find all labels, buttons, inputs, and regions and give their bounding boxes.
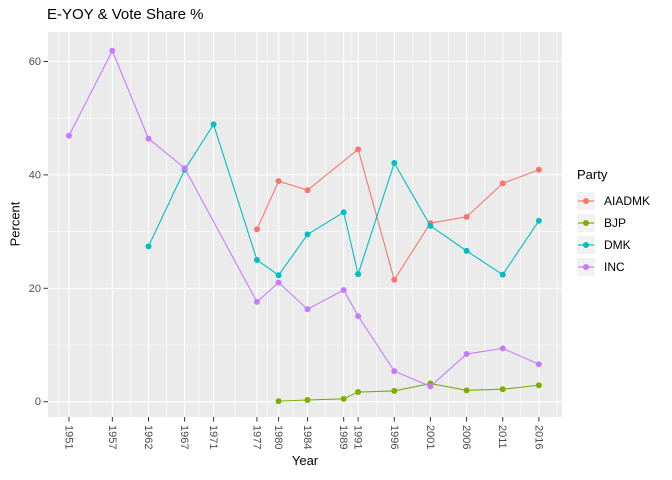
x-tick-label: 1989 (337, 425, 349, 449)
data-point (275, 272, 282, 279)
x-tick-label: 2011 (496, 425, 508, 449)
data-point (499, 386, 506, 393)
data-point (304, 231, 311, 238)
gridlines (48, 32, 562, 417)
y-axis-title: Percent (7, 201, 23, 247)
data-point (340, 286, 347, 293)
y-tick-label: 60 (29, 56, 41, 68)
data-point (427, 383, 434, 390)
series-line (68, 49, 540, 388)
x-tick-label: 1984 (301, 425, 313, 449)
data-point (463, 213, 470, 220)
x-tick-label: 1971 (207, 425, 219, 449)
data-point (535, 217, 542, 224)
data-point (253, 298, 260, 305)
legend-item-label: INC (604, 260, 625, 274)
data-point (304, 306, 311, 313)
legend-item-label: AIADMK (604, 194, 651, 208)
data-point (463, 387, 470, 394)
legend-item-label: BJP (604, 216, 627, 230)
data-point (391, 276, 398, 283)
legend-key-icon (577, 214, 595, 232)
y-tick-label: 0 (35, 396, 41, 408)
data-point (355, 389, 362, 396)
data-point (181, 165, 188, 172)
legend-item-aiadmk: AIADMK (577, 190, 650, 212)
legend-item-bjp: BJP (577, 212, 650, 234)
data-point (355, 313, 362, 320)
legend-item-label: DMK (604, 238, 631, 252)
data-point (391, 387, 398, 394)
data-point (463, 247, 470, 254)
data-point (340, 209, 347, 216)
data-point (304, 396, 311, 403)
data-point (275, 178, 282, 185)
data-point (463, 351, 470, 358)
legend-item-inc: INC (577, 256, 650, 278)
series-dmk (145, 121, 542, 279)
data-point (109, 47, 116, 54)
x-tick-label: 1991 (352, 425, 364, 449)
data-point (65, 132, 72, 139)
x-tick-label: 1957 (106, 425, 118, 449)
x-tick-label: 1967 (178, 425, 190, 449)
data-point (253, 226, 260, 233)
data-point (391, 368, 398, 375)
data-point (535, 166, 542, 173)
x-tick-label: 1996 (388, 425, 400, 449)
series-inc (65, 47, 542, 390)
series-bjp (275, 380, 542, 405)
x-axis-title: Year (291, 453, 319, 468)
x-tick-label: 2016 (532, 425, 544, 449)
data-point (210, 121, 217, 128)
data-point (304, 187, 311, 194)
legend-item-dmk: DMK (577, 234, 650, 256)
data-point (275, 398, 282, 405)
data-point (499, 180, 506, 187)
data-point (499, 345, 506, 352)
legend-key-icon (577, 236, 595, 254)
chart-title: E-YOY & Vote Share % (47, 6, 204, 23)
data-point (391, 159, 398, 166)
data-point (145, 135, 152, 142)
x-tick-label: 1977 (250, 425, 262, 449)
data-point (355, 146, 362, 153)
y-tick-label: 20 (29, 283, 41, 295)
data-point (535, 382, 542, 389)
data-point (355, 271, 362, 278)
axes: 1951 1957 1962 1967 1971 1977 1980 1984 1989 1991… (29, 56, 545, 449)
x-tick-label: 2006 (460, 425, 472, 449)
x-tick-label: 1980 (272, 425, 284, 449)
x-tick-label: 1951 (62, 425, 74, 449)
legend-title: Party (577, 167, 608, 182)
x-tick-label: 1962 (142, 425, 154, 449)
legend: Party AIADMK BJP DMK INC (577, 167, 650, 278)
y-tick-label: 40 (29, 169, 41, 181)
data-point (275, 279, 282, 286)
data-point (427, 222, 434, 229)
data-point (145, 243, 152, 250)
legend-key-icon (577, 258, 595, 276)
series-group (65, 47, 542, 405)
data-point (340, 395, 347, 402)
data-point (535, 361, 542, 368)
data-point (499, 271, 506, 278)
legend-items: AIADMK BJP DMK INC (577, 190, 650, 278)
data-point (253, 256, 260, 263)
legend-key-icon (577, 192, 595, 210)
x-tick-label: 2001 (424, 425, 436, 449)
